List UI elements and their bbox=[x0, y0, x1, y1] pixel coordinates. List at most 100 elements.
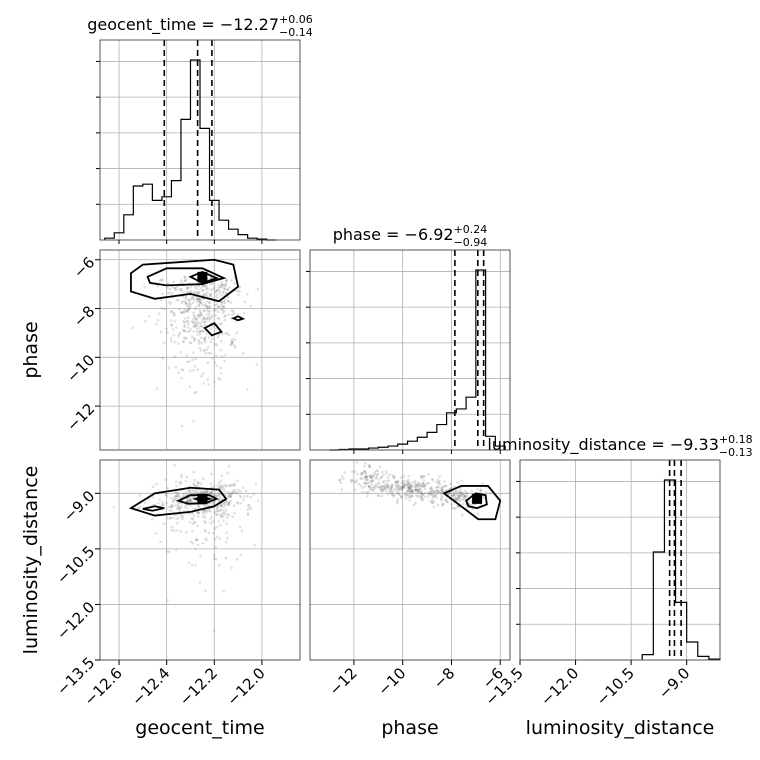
sample-point bbox=[420, 484, 423, 488]
sample-point bbox=[193, 364, 197, 368]
sample-point bbox=[198, 322, 202, 325]
sample-point bbox=[371, 488, 375, 492]
sample-point bbox=[208, 491, 212, 495]
sample-point bbox=[400, 481, 403, 484]
x-tick-label: −12.4 bbox=[128, 664, 173, 709]
sample-point bbox=[374, 477, 378, 480]
sample-point bbox=[189, 495, 193, 499]
sample-point bbox=[203, 302, 207, 306]
sample-point bbox=[221, 485, 224, 489]
sample-point bbox=[440, 495, 444, 499]
sample-point bbox=[376, 481, 380, 485]
sample-point bbox=[180, 368, 184, 372]
sample-point bbox=[427, 473, 430, 476]
sample-point bbox=[235, 557, 239, 561]
sample-point bbox=[400, 496, 403, 499]
x-tick-label: −10.5 bbox=[593, 664, 638, 709]
title-main: phase = −6.92 bbox=[333, 225, 454, 244]
sample-point bbox=[239, 495, 243, 499]
sample-point bbox=[198, 346, 202, 350]
sample-point bbox=[191, 522, 194, 526]
sample-point bbox=[197, 515, 200, 518]
sample-point bbox=[420, 493, 424, 497]
sample-point bbox=[402, 484, 406, 487]
sample-point bbox=[205, 305, 209, 309]
sample-point bbox=[181, 311, 184, 314]
sample-point bbox=[138, 494, 141, 497]
sample-point bbox=[441, 490, 444, 494]
sample-point bbox=[368, 488, 372, 491]
sample-point bbox=[148, 315, 151, 318]
sample-point bbox=[179, 310, 183, 314]
sample-point bbox=[190, 335, 194, 338]
sample-point bbox=[172, 312, 175, 315]
sample-point bbox=[190, 563, 194, 567]
sample-point bbox=[178, 509, 181, 512]
sample-point bbox=[442, 485, 446, 488]
sample-point bbox=[439, 491, 443, 495]
sample-point bbox=[222, 483, 225, 487]
sample-point bbox=[187, 303, 191, 307]
sample-point bbox=[458, 487, 462, 491]
sample-point bbox=[410, 484, 414, 487]
x-axis-label: phase bbox=[381, 717, 438, 739]
sample-point bbox=[428, 490, 432, 494]
sample-point bbox=[406, 486, 409, 489]
panel-2d-phase-luminosity_distance bbox=[309, 459, 511, 661]
sample-point bbox=[416, 490, 419, 493]
sample-point bbox=[385, 472, 389, 475]
sample-point bbox=[338, 478, 342, 482]
title-main: geocent_time = −12.27 bbox=[87, 15, 279, 35]
sample-point bbox=[221, 283, 224, 287]
sample-point bbox=[170, 503, 174, 507]
sample-point bbox=[395, 481, 399, 484]
sample-point bbox=[176, 494, 180, 498]
sample-point bbox=[194, 323, 198, 327]
sample-point bbox=[365, 475, 368, 479]
sample-point bbox=[191, 358, 195, 362]
sample-point bbox=[198, 332, 202, 336]
sample-point bbox=[400, 494, 403, 498]
sample-point bbox=[389, 486, 392, 490]
sample-point bbox=[374, 484, 377, 487]
sample-point bbox=[362, 472, 365, 476]
sample-point bbox=[234, 320, 237, 323]
sample-point bbox=[196, 482, 200, 486]
sample-point bbox=[452, 485, 456, 489]
sample-point bbox=[177, 516, 180, 520]
sample-point bbox=[179, 506, 182, 510]
sample-point bbox=[219, 322, 223, 326]
sample-point bbox=[196, 368, 200, 371]
sample-point bbox=[198, 304, 201, 307]
sample-point bbox=[239, 501, 243, 505]
sample-point bbox=[383, 484, 386, 488]
sample-point bbox=[402, 486, 406, 490]
sample-point bbox=[175, 517, 178, 521]
sample-point bbox=[199, 312, 202, 315]
sample-point bbox=[170, 310, 174, 313]
sample-point bbox=[188, 369, 192, 373]
sample-point bbox=[179, 513, 182, 517]
sample-point bbox=[482, 496, 486, 500]
sample-point bbox=[180, 424, 184, 428]
sample-point bbox=[217, 305, 220, 309]
sample-point bbox=[405, 483, 408, 486]
sample-point bbox=[216, 288, 219, 292]
sample-point bbox=[184, 296, 187, 300]
sample-point bbox=[197, 511, 201, 515]
sample-point bbox=[359, 484, 363, 487]
sample-point bbox=[193, 307, 197, 311]
sample-point bbox=[197, 299, 200, 303]
sample-point bbox=[177, 333, 181, 336]
sample-point bbox=[452, 493, 455, 497]
sample-point bbox=[395, 485, 398, 488]
sample-point bbox=[233, 338, 237, 342]
sample-point bbox=[183, 336, 186, 339]
sample-point bbox=[455, 491, 459, 495]
sample-point bbox=[253, 543, 256, 547]
sample-point bbox=[397, 488, 401, 492]
sample-point bbox=[368, 465, 372, 469]
sample-point bbox=[218, 496, 222, 499]
sample-point bbox=[410, 494, 414, 498]
